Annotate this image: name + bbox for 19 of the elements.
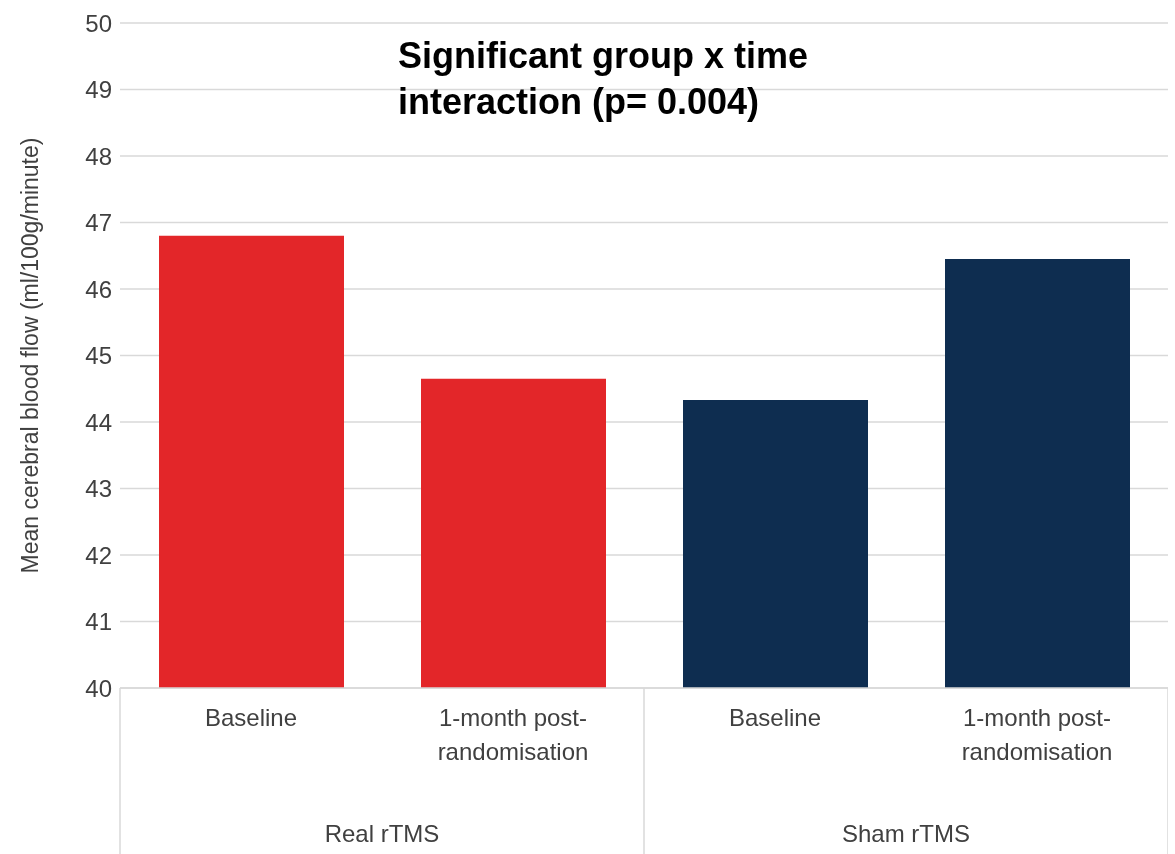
y-tick-label: 43 (85, 475, 112, 503)
y-axis-title: Mean cerebral blood flow (ml/100g/minute) (17, 137, 43, 574)
x-tick-label: Baseline (728, 704, 822, 731)
text: Significant group x time interaction (p= 0.004) (398, 34, 810, 124)
y-tick-label: 42 (85, 541, 112, 569)
y-tick-label: 45 (85, 342, 112, 370)
text: Real rTMS (324, 820, 440, 847)
y-tick-label: 48 (85, 142, 112, 170)
x-tick-label: 1-month post-randomisation (961, 704, 1113, 765)
y-tick-label: 46 (85, 275, 112, 303)
y-tick-label: 47 (85, 209, 112, 237)
y-tick-label: 41 (85, 608, 112, 636)
y-tick-label: 50 (85, 9, 112, 37)
x-tick-label: Baseline (204, 704, 298, 731)
x-tick-label: 1-month post-randomisation (437, 704, 589, 765)
text: Sham rTMS (841, 820, 971, 847)
y-tick-label: 40 (85, 674, 112, 702)
y-tick-label: 44 (85, 408, 112, 436)
y-tick-label: 49 (85, 76, 112, 104)
